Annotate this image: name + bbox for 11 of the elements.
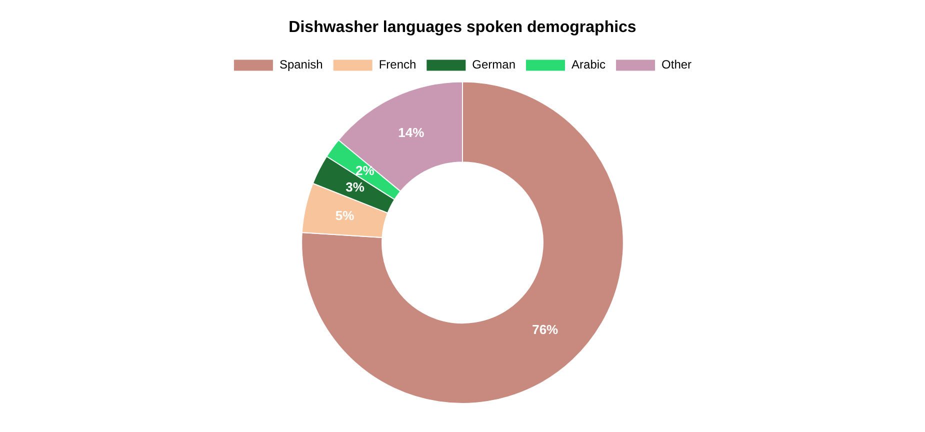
data-label: 5% — [335, 208, 355, 223]
data-label: 14% — [398, 124, 425, 140]
data-label: 3% — [346, 179, 365, 194]
legend-label: Other — [662, 58, 692, 72]
legend-label: French — [378, 58, 416, 72]
legend-label: German — [472, 58, 516, 72]
legend-label: Arabic — [572, 58, 606, 72]
legend-label: Spanish — [279, 58, 323, 72]
chart-title: Dishwasher languages spoken demographics — [288, 19, 636, 36]
data-label: 2% — [355, 163, 375, 178]
data-label: 76% — [532, 322, 559, 338]
